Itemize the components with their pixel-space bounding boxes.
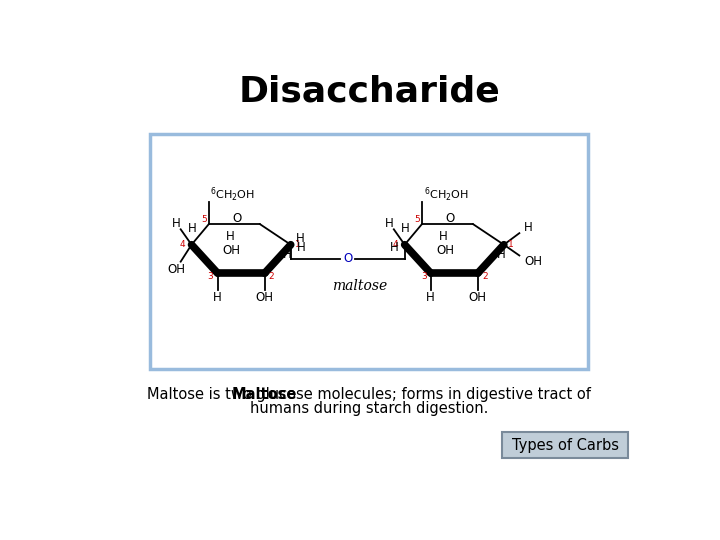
Text: O: O	[343, 252, 352, 265]
Text: OH: OH	[436, 245, 454, 258]
Text: H: H	[171, 217, 181, 230]
FancyBboxPatch shape	[150, 134, 588, 369]
Text: H: H	[297, 241, 306, 254]
Text: H: H	[283, 248, 292, 261]
Text: 3: 3	[420, 272, 426, 281]
Text: $^6$CH$_2$OH: $^6$CH$_2$OH	[210, 186, 256, 204]
Text: O: O	[232, 212, 241, 225]
Text: OH: OH	[167, 263, 185, 276]
Text: maltose: maltose	[332, 279, 387, 293]
Text: Disaccharide: Disaccharide	[238, 75, 500, 109]
Text: H: H	[524, 221, 533, 234]
Text: O: O	[445, 212, 454, 225]
FancyBboxPatch shape	[503, 432, 628, 458]
Text: $^6$CH$_2$OH: $^6$CH$_2$OH	[423, 186, 469, 204]
Text: H: H	[400, 222, 410, 235]
Text: 1: 1	[294, 240, 300, 249]
Text: 3: 3	[207, 272, 213, 281]
Text: H: H	[296, 232, 305, 245]
Text: Maltose: Maltose	[232, 387, 297, 402]
Text: 5: 5	[415, 215, 420, 224]
Text: OH: OH	[469, 291, 487, 305]
Text: 2: 2	[482, 272, 487, 281]
Text: 1: 1	[508, 240, 513, 249]
Text: H: H	[496, 248, 505, 261]
Text: Maltose is two glucose molecules; forms in digestive tract of: Maltose is two glucose molecules; forms …	[147, 387, 591, 402]
Text: 5: 5	[202, 215, 207, 224]
Text: 2: 2	[269, 272, 274, 281]
Text: H: H	[438, 230, 447, 242]
Text: H: H	[225, 230, 234, 242]
Text: 4: 4	[179, 240, 185, 249]
Text: OH: OH	[524, 255, 542, 268]
Text: OH: OH	[222, 245, 240, 258]
Text: H: H	[390, 241, 398, 254]
Text: H: H	[187, 222, 197, 235]
Text: H: H	[213, 291, 222, 305]
Text: humans during starch digestion.: humans during starch digestion.	[250, 401, 488, 416]
Text: 4: 4	[392, 240, 398, 249]
Text: OH: OH	[256, 291, 274, 305]
Text: H: H	[384, 217, 394, 230]
Text: Types of Carbs: Types of Carbs	[512, 438, 618, 453]
Text: H: H	[426, 291, 435, 305]
